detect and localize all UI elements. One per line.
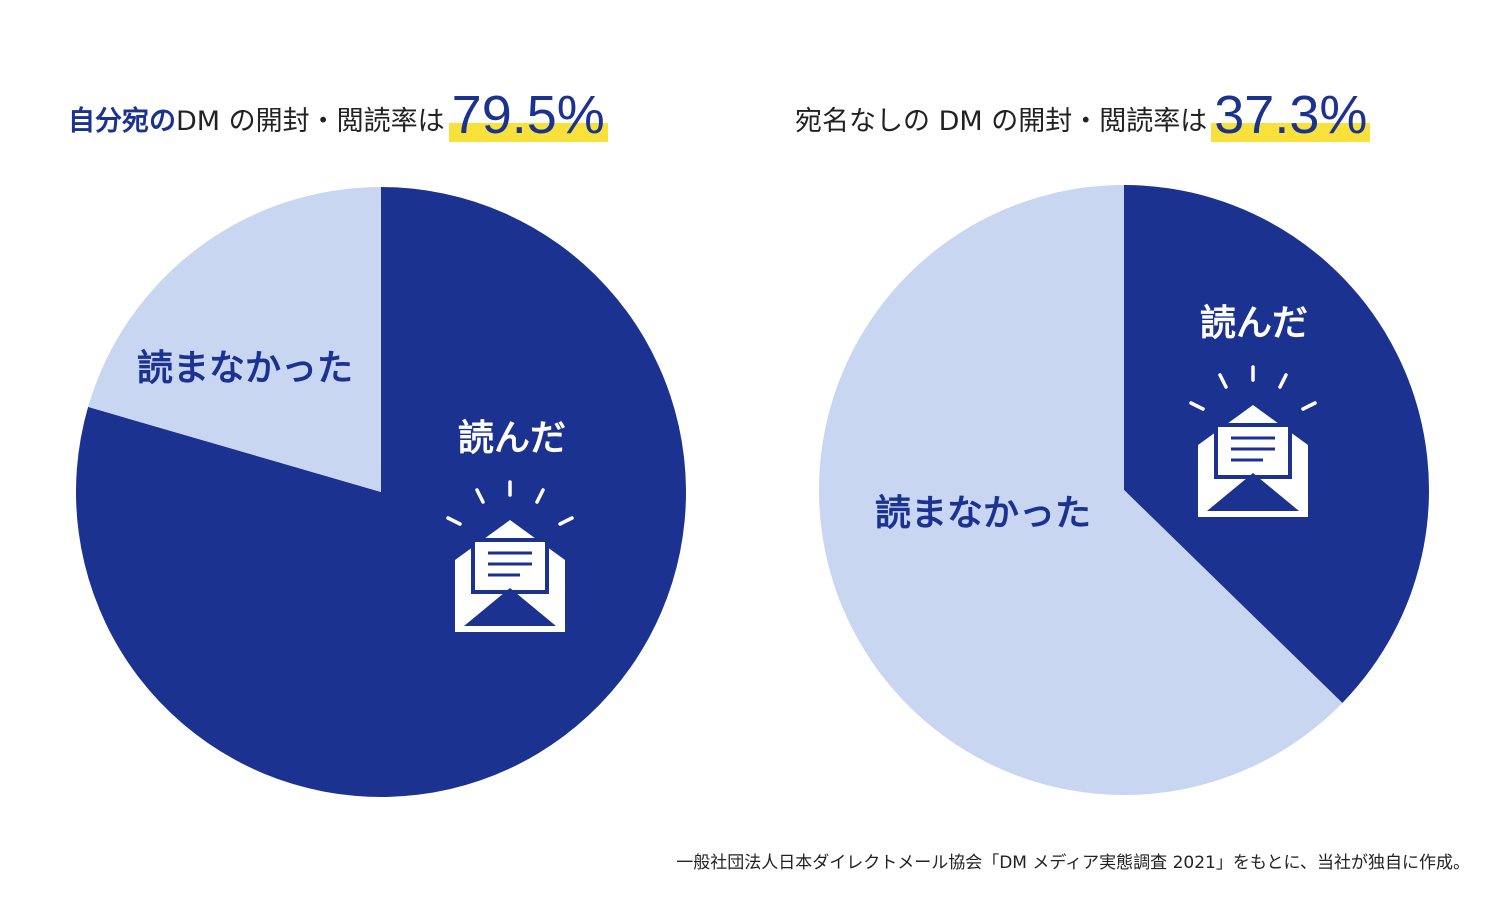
open-envelope-icon [1189, 365, 1317, 517]
source-note: 一般社団法人日本ダイレクトメール協会「DM メディア実態調査 2021」をもとに… [676, 853, 1470, 873]
left-percent-highlight-bar [448, 123, 608, 142]
right-title-percent: 37.3% [1214, 85, 1368, 145]
left-title-percent: 79.5% [451, 85, 605, 145]
right-chart-title: 宛名なしの DM の開封・閲読率は 37.3% [795, 72, 1371, 145]
pie-slice-right-unread [818, 185, 1343, 795]
pie-chart-left: 読んだ 読まなかった [75, 187, 687, 797]
slice-label-right-read: 読んだ [1200, 303, 1308, 344]
right-title-percent-highlight: 37.3% [1211, 85, 1371, 145]
right-percent-highlight-bar [1211, 123, 1371, 142]
left-title-emphasis: 自分宛の [68, 106, 176, 137]
left-chart-title: 自分宛の DM の開封・閲読率は 79.5% [68, 72, 608, 142]
slice-label-left-unread: 読まなかった [137, 348, 353, 389]
left-title-text: DM の開封・閲読率は [176, 106, 445, 137]
slice-label-right-unread: 読まなかった [875, 493, 1091, 534]
open-envelope-icon [446, 480, 574, 632]
right-title-text: 宛名なしの DM の開封・閲読率は [795, 106, 1208, 137]
slice-label-left-read: 読んだ [458, 418, 566, 459]
pie-slice-left-unread [88, 187, 382, 492]
left-title-percent-highlight: 79.5% [448, 85, 608, 145]
